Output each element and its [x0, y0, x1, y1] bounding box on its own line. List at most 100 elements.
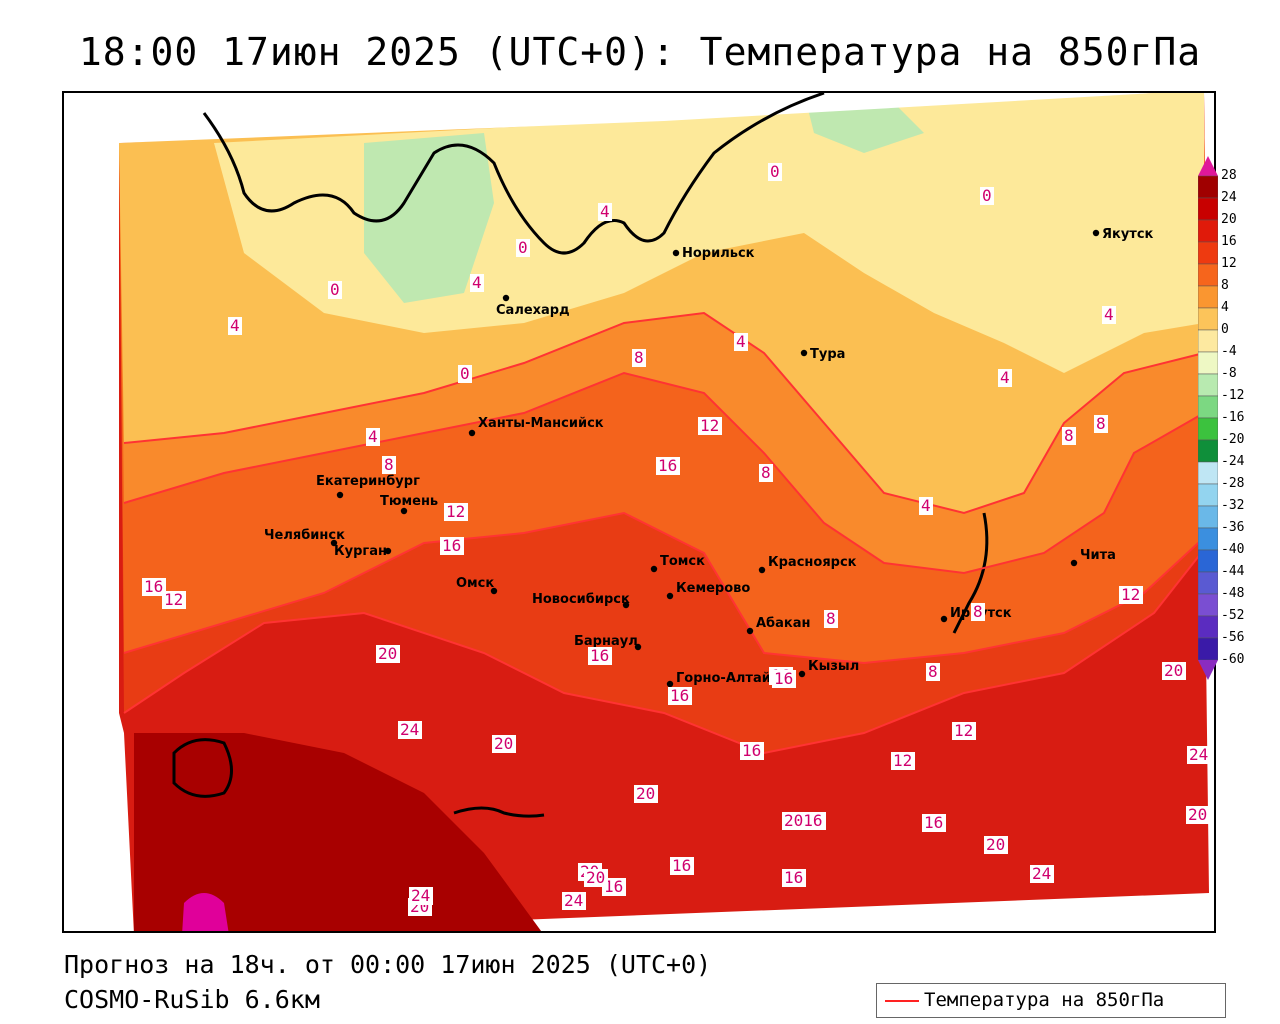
isotherm-label: 4 — [600, 202, 610, 221]
colorbar-tick-label: -8 — [1221, 366, 1237, 381]
colorbar-tick-label: -48 — [1221, 586, 1245, 601]
city-label: Барнаул — [574, 634, 638, 649]
city-marker — [468, 429, 476, 437]
temp-hot-spot — [182, 893, 229, 931]
colorbar-tick-label: 12 — [1221, 256, 1237, 271]
isotherm-label-bg — [1186, 806, 1210, 824]
colorbar-tick-label: -44 — [1221, 564, 1245, 579]
colorbar-tick-label: 20 — [1221, 212, 1237, 227]
colorbar-swatch — [1198, 307, 1218, 331]
city-marker — [634, 643, 642, 651]
isotherm-label: 8 — [826, 609, 836, 628]
colorbar-top-arrow — [1198, 156, 1218, 176]
colorbar-swatch — [1198, 461, 1218, 485]
isotherm-label: 16 — [144, 577, 163, 596]
isotherm-label-bg — [470, 274, 484, 292]
isotherm-label-bg — [1102, 306, 1116, 324]
isotherm-label-bg — [562, 892, 586, 910]
city-label: Тюмень — [380, 494, 438, 509]
colorbar-tick-label: -52 — [1221, 608, 1245, 623]
city-label: Кемерово — [676, 581, 750, 596]
isotherm-label: 16 — [784, 868, 803, 887]
city-marker — [798, 670, 806, 678]
isotherm-label-bg — [759, 464, 773, 482]
isotherm-label-bg — [782, 812, 826, 830]
city-label: Абакан — [756, 616, 811, 631]
city-label: Кызыл — [808, 659, 859, 674]
city-marker — [400, 507, 408, 515]
city-label: Омск — [456, 576, 494, 591]
isotherm-label-bg — [670, 857, 694, 875]
city-label: Чита — [1080, 548, 1116, 563]
colorbar-swatch — [1198, 527, 1218, 551]
colorbar-swatch — [1198, 615, 1218, 639]
city-marker — [800, 349, 808, 357]
colorbar-tick-label: -20 — [1221, 432, 1245, 447]
city-marker — [622, 601, 630, 609]
city-marker — [502, 294, 510, 302]
colorbar-swatch — [1198, 439, 1218, 463]
isotherm-label: 16 — [590, 646, 609, 665]
isotherm-label: 20 — [378, 644, 397, 663]
isotherm-label-bg — [1094, 415, 1108, 433]
city-marker — [336, 491, 344, 499]
temperature-colorbar — [1198, 156, 1218, 680]
isotherm-label-bg — [1162, 662, 1186, 680]
isotherm-label-bg — [598, 203, 612, 221]
isotherm-label-bg — [1187, 746, 1211, 764]
isotherm-label-bg — [328, 281, 342, 299]
isotherm-label-bg — [998, 369, 1012, 387]
isotherm-label: 12 — [164, 590, 183, 609]
isotherm-label: 16 — [924, 813, 943, 832]
city-marker — [650, 565, 658, 573]
colorbar-swatch — [1198, 637, 1218, 661]
isotherm-label-bg — [891, 752, 915, 770]
isotherm-label: 20 — [586, 868, 605, 887]
temp-band-neg4-0 — [364, 133, 494, 303]
colorbar-tick-label: -32 — [1221, 498, 1245, 513]
city-marker — [672, 249, 680, 257]
isotherm-label: 4 — [736, 332, 746, 351]
isotherm-label-bg — [971, 603, 985, 621]
temp-band-24-28 — [134, 733, 542, 931]
map-title: 18:00 17июн 2025 (UTC+0): Температура на… — [78, 30, 1202, 74]
city-label: Горно-Алтайск — [676, 671, 788, 686]
isotherm-label: 20 — [1164, 661, 1183, 680]
isotherm-label: 16 — [742, 741, 761, 760]
city-label: Красноярск — [768, 555, 857, 570]
colorbar-swatch — [1198, 373, 1218, 397]
colorbar-swatch — [1198, 219, 1218, 243]
isotherm-label-bg — [162, 591, 186, 609]
isotherm-label-bg — [1030, 865, 1054, 883]
isotherm-label: 4 — [230, 316, 240, 335]
colorbar-tick-label: -36 — [1221, 520, 1245, 535]
isotherm-label: 20 — [636, 784, 655, 803]
colorbar-swatch — [1198, 263, 1218, 287]
isotherm-label: 24 — [1032, 864, 1051, 883]
isotherm-label: 8 — [761, 463, 771, 482]
legend-box: Температура на 850гПа — [876, 983, 1226, 1018]
colorbar-tick-label: -28 — [1221, 476, 1245, 491]
city-label: Екатеринбург — [316, 474, 420, 489]
city-label: Ханты-Мансийск — [478, 416, 604, 431]
coastline — [202, 93, 825, 255]
city-marker — [746, 627, 754, 635]
colorbar-tick-label: -60 — [1221, 652, 1245, 667]
isotherm-label-bg — [584, 869, 608, 887]
isotherm-label: 2016 — [784, 811, 823, 830]
isotherm-label-bg — [398, 721, 422, 739]
isotherm-label: 16 — [658, 456, 677, 475]
city-marker — [940, 615, 948, 623]
colorbar-tick-label: -12 — [1221, 388, 1245, 403]
isotherm-label-bg — [588, 647, 612, 665]
isotherm-label-bg — [824, 610, 838, 628]
colorbar-tick-label: 4 — [1221, 300, 1229, 315]
city-label: Новосибирск — [532, 592, 630, 607]
city-marker — [666, 680, 674, 688]
isotherm-label: 12 — [954, 721, 973, 740]
colorbar-swatch — [1198, 329, 1218, 353]
isotherm-label: 0 — [770, 162, 780, 181]
colorbar-tick-label: 24 — [1221, 190, 1237, 205]
isotherm-label: 16 — [672, 856, 691, 875]
isotherm-label: 16 — [774, 669, 793, 688]
